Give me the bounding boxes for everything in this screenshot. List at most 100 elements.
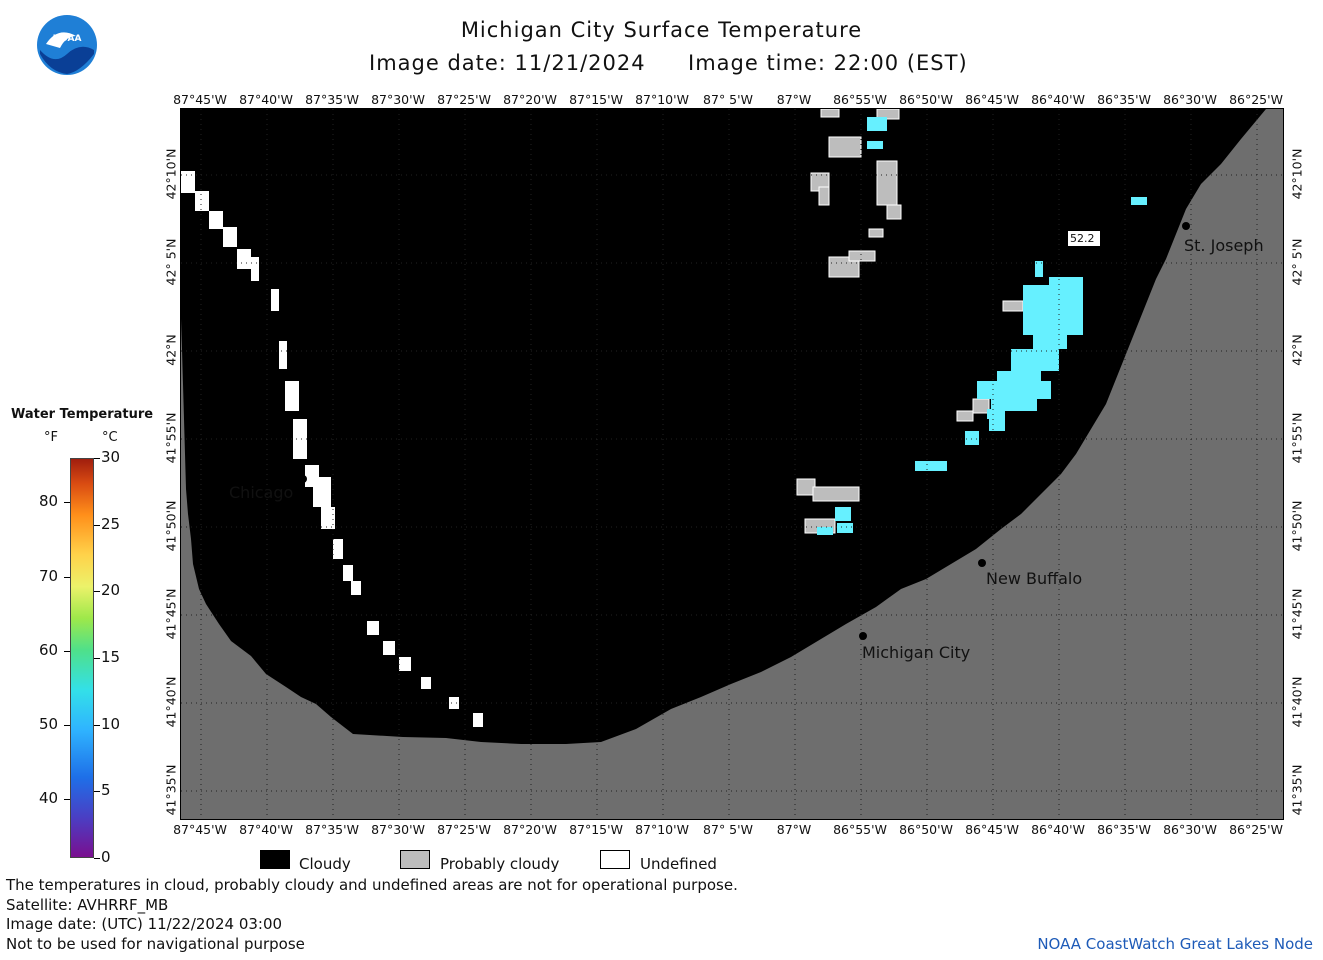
lon-tick-bot: 86°25'W [1229, 822, 1283, 837]
lon-tick-top: 87°20'W [503, 92, 557, 107]
lon-tick-bot: 87°25'W [437, 822, 491, 837]
lat-tick-left: 42°N [163, 334, 179, 366]
lat-tick-right: 41°40'N [1289, 676, 1305, 728]
map-grid [181, 109, 1283, 819]
lon-tick-bot: 86°45'W [965, 822, 1019, 837]
legend-cloudy-swatch [260, 850, 290, 869]
legend-undefined-label: Undefined [640, 855, 717, 873]
colorbar-c-label: 25 [101, 514, 121, 533]
lon-tick-top: 86°25'W [1229, 92, 1283, 107]
image-date-label: Image date: 11/21/2024 [369, 51, 646, 75]
lon-tick-bot: 87°40'W [239, 822, 293, 837]
lon-tick-top: 87°W [776, 92, 812, 107]
lon-tick-bot: 87°35'W [305, 822, 359, 837]
lon-tick-top: 87°15'W [569, 92, 623, 107]
temperature-annotation: 52.2 [1070, 232, 1095, 245]
undefined-areas [181, 171, 483, 727]
lon-tick-bot: 86°35'W [1097, 822, 1151, 837]
colorbar-c-label: 30 [101, 448, 121, 466]
lon-tick-top: 86°35'W [1097, 92, 1151, 107]
colorbar-c-tickmark [94, 591, 100, 593]
colorbar-f-label: 80 [39, 492, 59, 511]
lat-tick-right: 42°N [1289, 334, 1305, 366]
colorbar-c-label: 20 [101, 581, 121, 600]
colorbar-f-tickmark [64, 724, 70, 726]
footer-credit: NOAA CoastWatch Great Lakes Node [1037, 935, 1313, 953]
colorbar-c-tickmark [94, 724, 100, 726]
colorbar-f-label: 70 [39, 566, 59, 585]
new-buffalo-marker [978, 559, 986, 567]
lon-tick-bot: 87°15'W [569, 822, 623, 837]
colorbar-unit-c: °C [102, 430, 118, 445]
city-label-michigan-city: Michigan City [862, 643, 971, 662]
michigan-city-marker [859, 632, 867, 640]
lat-tick-right: 42° 5'N [1289, 238, 1305, 286]
lat-tick-right: 41°55'N [1289, 412, 1305, 464]
lon-tick-top: 87°30'W [371, 92, 425, 107]
chicago-marker [299, 475, 307, 483]
lat-tick-left: 41°40'N [163, 676, 179, 728]
colorbar-c-tickmark [94, 458, 100, 459]
lat-tick-left: 42° 5'N [163, 238, 179, 286]
colorbar-f-tickmark [64, 576, 70, 578]
colorbar-unit-f: °F [44, 430, 58, 445]
lon-tick-bot: 87°10'W [635, 822, 689, 837]
lon-tick-bot: 87°20'W [503, 822, 557, 837]
lon-tick-top: 86°50'W [899, 92, 953, 107]
lat-tick-left: 42°10'N [163, 148, 179, 200]
colorbar-c-label: 5 [101, 781, 111, 800]
city-label-chicago: Chicago [229, 483, 294, 502]
colorbar-c-tickmark [94, 524, 100, 526]
lon-tick-top: 86°55'W [833, 92, 887, 107]
lat-tick-left: 41°45'N [163, 588, 179, 640]
lon-tick-bot: 86°50'W [899, 822, 953, 837]
lon-tick-bot: 87° 5'W [703, 822, 753, 837]
lat-tick-right: 41°50'N [1289, 500, 1305, 552]
colorbar-f-tickmark [64, 502, 70, 504]
image-time-label: Image time: 22:00 (EST) [688, 51, 968, 75]
lat-tick-right: 41°45'N [1289, 588, 1305, 640]
map-svg [181, 109, 1283, 819]
lon-tick-top: 87° 5'W [703, 92, 753, 107]
temperature-annotation-box [1068, 231, 1100, 246]
lat-tick-left: 41°50'N [163, 500, 179, 552]
lon-tick-top: 87°35'W [305, 92, 359, 107]
lon-tick-bot: 87°30'W [371, 822, 425, 837]
colorbar-f-label: 40 [39, 788, 59, 807]
lon-tick-top: 87°10'W [635, 92, 689, 107]
footer-navigation: Not to be used for navigational purpose [6, 935, 305, 953]
noaa-logo: NOAA [36, 14, 98, 76]
lon-tick-bot: 86°40'W [1031, 822, 1085, 837]
colorbar-f-tickmark [64, 650, 70, 652]
legend-undefined-swatch [600, 850, 630, 869]
legend-probably-cloudy-label: Probably cloudy [440, 855, 560, 873]
footer-satellite: Satellite: AVHRRF_MB [6, 896, 169, 914]
legend-cloudy-label: Cloudy [299, 855, 351, 873]
colorbar-c-tickmark [94, 858, 100, 859]
lat-tick-right: 42°10'N [1289, 148, 1305, 200]
lake-cloudy [181, 109, 1266, 744]
footer-utc-date: Image date: (UTC) 11/22/2024 03:00 [6, 915, 283, 933]
lon-tick-bot: 87°45'W [173, 822, 227, 837]
colorbar-c-tickmark [94, 658, 100, 659]
lon-tick-top: 86°45'W [965, 92, 1019, 107]
map-area: Chicago St. Joseph New Buffalo Michigan … [180, 108, 1284, 820]
lon-tick-top: 87°25'W [437, 92, 491, 107]
colorbar-c-label: 0 [101, 848, 111, 866]
noaa-logo-icon [37, 15, 97, 75]
noaa-logo-text: NOAA [52, 34, 82, 44]
lon-tick-top: 87°45'W [173, 92, 227, 107]
lat-tick-right: 41°35'N [1289, 764, 1305, 816]
st-joseph-marker [1182, 222, 1190, 230]
colorbar-f-label: 60 [39, 640, 59, 659]
lon-tick-bot: 86°55'W [833, 822, 887, 837]
lon-tick-bot: 87°W [776, 822, 812, 837]
city-label-st-joseph: St. Joseph [1184, 236, 1264, 255]
colorbar-title: Water Temperature [11, 407, 154, 422]
probably-cloudy-areas [796, 109, 1024, 534]
lat-tick-left: 41°55'N [163, 412, 179, 464]
lat-tick-left: 41°35'N [163, 764, 179, 816]
colorbar-c-label: 15 [101, 648, 121, 666]
colorbar-f-label: 50 [39, 714, 59, 733]
lon-tick-top: 86°40'W [1031, 92, 1085, 107]
